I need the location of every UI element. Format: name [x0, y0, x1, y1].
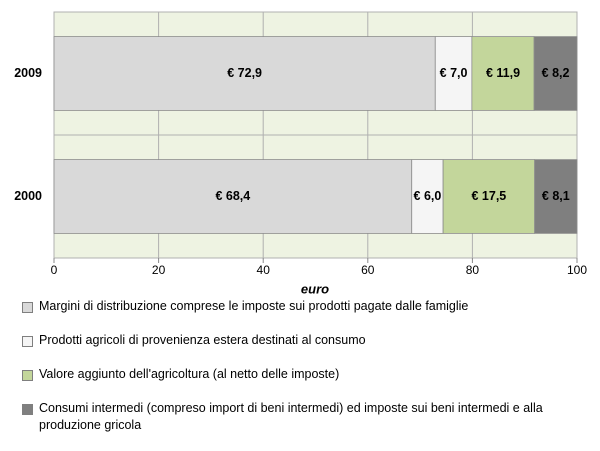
legend-swatch — [22, 336, 33, 347]
value-label: € 68,4 — [215, 189, 250, 203]
y-tick-label: 2000 — [14, 189, 42, 203]
bar-segment — [533, 36, 578, 111]
bar-segment — [434, 36, 473, 111]
legend-entry: Prodotti agricoli di provenienza estera … — [22, 332, 592, 349]
value-label: € 8,2 — [542, 66, 570, 80]
value-label: € 17,5 — [471, 189, 506, 203]
legend-swatch — [22, 404, 33, 415]
legend-label: Prodotti agricoli di provenienza estera … — [39, 333, 366, 347]
legend-label: Valore aggiunto dell'agricoltura (al net… — [39, 367, 340, 381]
x-tick-label: 60 — [361, 263, 375, 277]
legend-entry: Valore aggiunto dell'agricoltura (al net… — [22, 366, 592, 383]
legend: Margini di distribuzione comprese le imp… — [22, 298, 592, 451]
x-tick-label: 0 — [51, 263, 58, 277]
bar-segment — [534, 159, 578, 234]
value-label: € 11,9 — [486, 66, 520, 80]
bar-segment — [471, 36, 535, 111]
value-label: € 7,0 — [440, 66, 468, 80]
bar-segment — [442, 159, 536, 234]
x-tick-label: 80 — [466, 263, 480, 277]
bar-segment — [411, 159, 444, 234]
x-tick-label: 100 — [567, 263, 587, 277]
value-label: € 6,0 — [414, 189, 442, 203]
x-tick-label: 40 — [257, 263, 271, 277]
legend-label: Consumi intermedi (compreso import di be… — [39, 401, 543, 432]
bar-segment — [53, 159, 413, 234]
legend-swatch — [22, 302, 33, 313]
legend-entry: Consumi intermedi (compreso import di be… — [22, 400, 592, 434]
x-axis-title: euro — [301, 281, 329, 296]
chart: euro 0 20 40 60 80 100 2009 € 72,9 € 7,0 € 11,9 € … — [14, 11, 587, 296]
legend-entry: Margini di distribuzione comprese le imp… — [22, 298, 592, 315]
value-label: € 8,1 — [542, 189, 570, 203]
legend-label: Margini di distribuzione comprese le imp… — [39, 299, 469, 313]
value-label: € 72,9 — [227, 66, 262, 80]
y-tick-label: 2009 — [14, 66, 42, 80]
legend-swatch — [22, 370, 33, 381]
x-tick-label: 20 — [152, 263, 166, 277]
